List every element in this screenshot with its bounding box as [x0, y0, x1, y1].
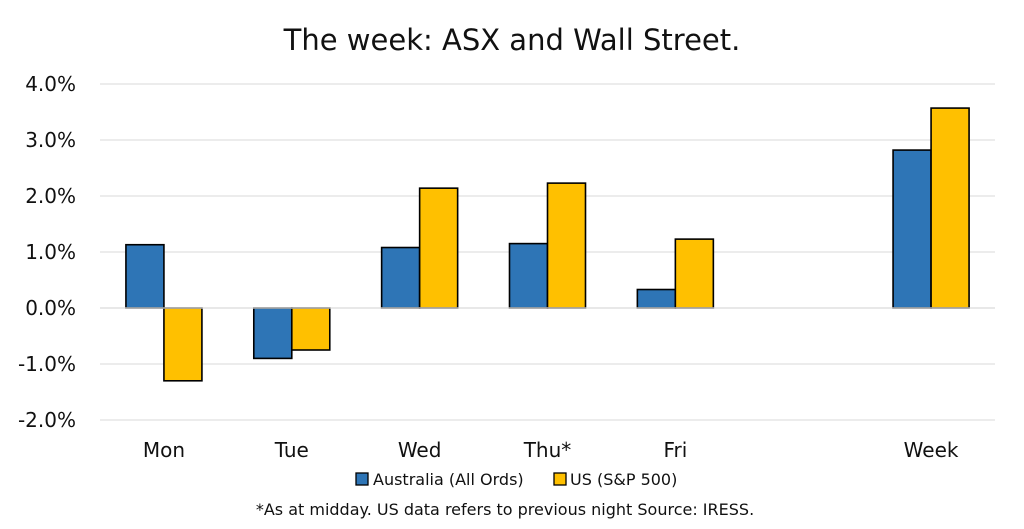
legend: Australia (All Ords) US (S&P 500) — [355, 470, 677, 489]
bar-australia-mon — [125, 243, 165, 309]
x-tick-label: Week — [904, 438, 959, 462]
bar-us-fri — [674, 238, 715, 309]
bars — [125, 107, 970, 382]
y-tick-label: -2.0% — [18, 408, 76, 432]
x-tick-label: Thu* — [523, 438, 572, 462]
bar-australia-wed — [380, 246, 421, 309]
footnote: *As at midday. US data refers to previou… — [256, 500, 754, 519]
bar-australia-week — [892, 149, 932, 309]
bar-us-thu — [546, 182, 587, 309]
x-tick-label: Fri — [663, 438, 687, 462]
bar-us-week — [930, 107, 970, 309]
x-tick-label: Wed — [398, 438, 442, 462]
x-tick-label: Tue — [274, 438, 309, 462]
y-tick-label: 2.0% — [25, 184, 76, 208]
legend-label-us: US (S&P 500) — [570, 470, 677, 489]
bar-us-wed — [418, 187, 459, 309]
x-axis-ticks: Mon Tue Wed Thu* Fri Week — [143, 438, 959, 462]
y-tick-label: -1.0% — [18, 352, 76, 376]
legend-label-australia: Australia (All Ords) — [373, 470, 524, 489]
x-tick-label: Mon — [143, 438, 185, 462]
chart-title: The week: ASX and Wall Street. — [283, 23, 741, 57]
y-tick-label: 3.0% — [25, 128, 76, 152]
bar-australia-thu — [508, 242, 549, 309]
legend-swatch-us — [553, 472, 567, 486]
y-tick-label: 0.0% — [25, 296, 76, 320]
bar-us-mon — [163, 307, 203, 382]
y-axis-ticks: 4.0% 3.0% 2.0% 1.0% 0.0% -1.0% -2.0% — [18, 72, 76, 432]
y-tick-label: 4.0% — [25, 72, 76, 96]
bar-us-tue — [290, 307, 331, 351]
bar-australia-tue — [252, 307, 293, 360]
bar-australia-fri — [636, 288, 677, 309]
y-tick-label: 1.0% — [25, 240, 76, 264]
legend-swatch-australia — [355, 472, 369, 486]
